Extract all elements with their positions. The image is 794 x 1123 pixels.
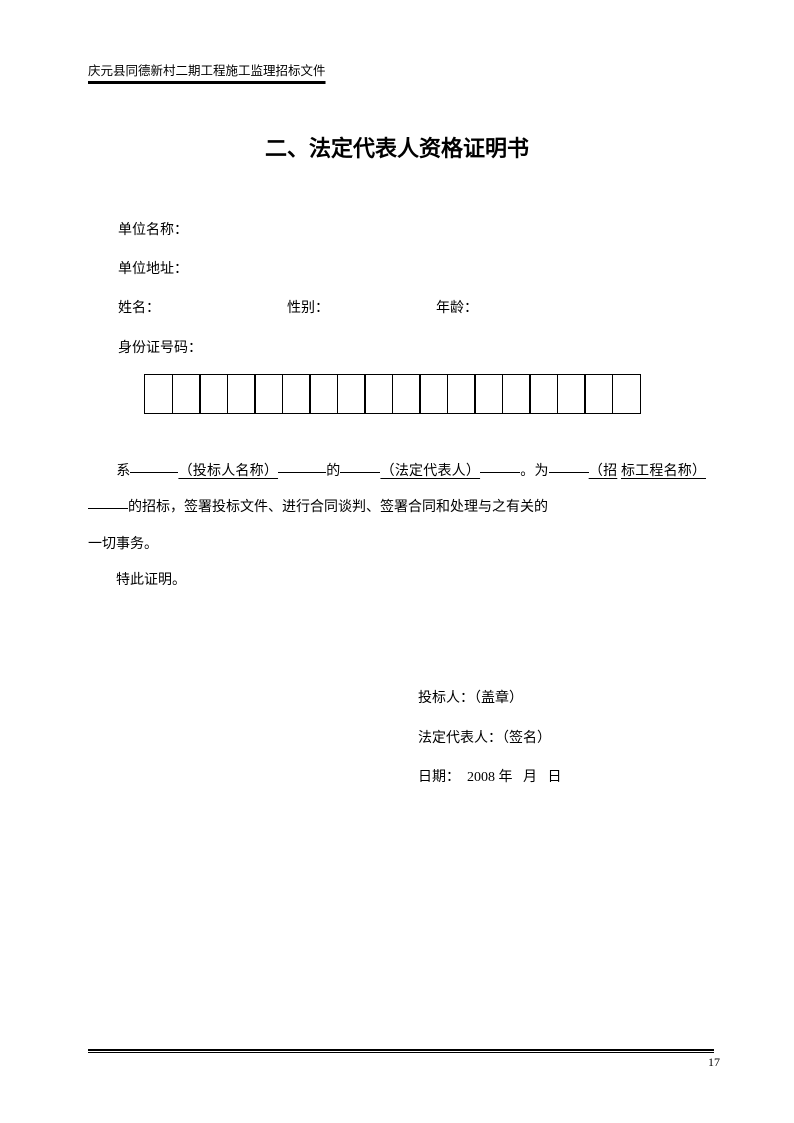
name-label: 姓名：	[118, 289, 160, 328]
footer-rule	[88, 1049, 714, 1053]
id-digit-box	[364, 374, 393, 414]
id-number-boxes	[144, 374, 706, 414]
id-digit-box	[584, 374, 613, 414]
text-xi: 系	[116, 464, 130, 479]
gender-label: 性别：	[287, 289, 329, 328]
id-digit-box	[474, 374, 503, 414]
id-digit-box	[199, 374, 228, 414]
id-digit-box	[254, 374, 283, 414]
id-digit-box	[447, 374, 476, 414]
id-digit-box	[529, 374, 558, 414]
page-footer: 17	[88, 1049, 714, 1053]
text-wei: 。为	[520, 464, 549, 479]
unit-name-label: 单位名称：	[88, 211, 706, 250]
legal-rep-placeholder: （法定代表人）	[380, 464, 480, 479]
project-name-placeholder-1: （招	[589, 464, 618, 479]
id-digit-box	[337, 374, 366, 414]
text-bidding: 的招标，签署投标文件、进行合同谈判、签署合同和处理与之有关的	[128, 500, 548, 515]
blank-before-legal	[340, 459, 380, 473]
id-digit-box	[419, 374, 448, 414]
body-paragraph-2: 特此证明。	[88, 563, 706, 599]
section-title: 二、法定代表人资格证明书	[88, 131, 706, 163]
id-digit-box	[392, 374, 421, 414]
id-digit-box	[502, 374, 531, 414]
document-header: 庆元县同德新村二期工程施工监理招标文件	[88, 60, 706, 81]
blank-before-bidder	[130, 459, 178, 473]
page-number: 17	[708, 1055, 720, 1070]
date-year: 2008	[467, 770, 495, 785]
body-paragraph-1: 系 （投标人名称） 的 （法定代表人） 。为 （招 标工程名称） 的招标，签署投标文件、进行…	[88, 454, 706, 563]
date-line: 日期： 2008 年 月 日	[418, 758, 706, 797]
text-de: 的	[326, 464, 340, 479]
year-unit: 年	[499, 770, 513, 785]
month-unit: 月	[523, 770, 537, 785]
unit-address-label: 单位地址：	[88, 250, 706, 289]
project-name-placeholder-2: 标工程名称）	[621, 464, 706, 479]
id-digit-box	[309, 374, 338, 414]
id-digit-box	[282, 374, 311, 414]
day-unit: 日	[548, 770, 562, 785]
blank-after-bidder	[278, 459, 326, 473]
blank-before-proj	[549, 459, 589, 473]
id-digit-box	[557, 374, 586, 414]
text-affairs: 一切事务。	[88, 537, 158, 552]
bidder-signature-line: 投标人：（盖章）	[418, 679, 706, 718]
signature-block: 投标人：（盖章） 法定代表人：（签名） 日期： 2008 年 月 日	[88, 679, 706, 797]
id-number-label: 身份证号码：	[88, 329, 706, 368]
date-label: 日期：	[418, 770, 460, 785]
personal-info-row: 姓名： 性别： 年龄：	[88, 289, 706, 328]
bidder-name-placeholder: （投标人名称）	[178, 464, 278, 479]
id-digit-box	[144, 374, 173, 414]
id-digit-box	[172, 374, 201, 414]
id-digit-box	[612, 374, 641, 414]
age-label: 年龄：	[436, 289, 478, 328]
id-digit-box	[227, 374, 256, 414]
blank-after-legal	[480, 459, 520, 473]
text-certify: 特此证明。	[116, 573, 186, 588]
legal-rep-signature-line: 法定代表人：（签名）	[418, 719, 706, 758]
blank-after-proj	[88, 495, 128, 509]
